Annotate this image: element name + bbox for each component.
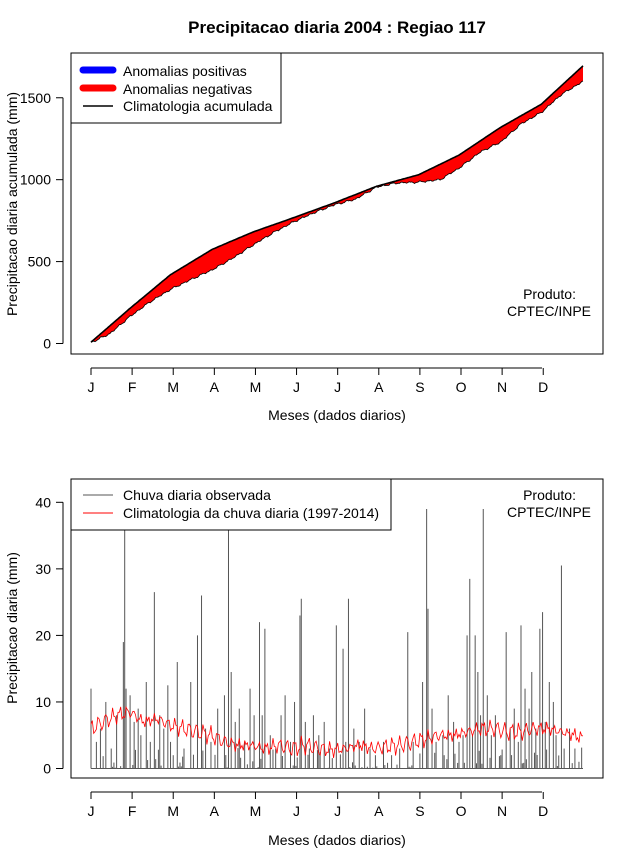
accumulated-y-axis: 0 500 1000 1500	[20, 90, 64, 352]
product-source: CPTEC/INPE	[507, 303, 591, 319]
x-tick-label: D	[538, 803, 548, 819]
x-tick-label: M	[250, 379, 262, 395]
accumulated-legend: Anomalias positivas Anomalias negativas …	[70, 52, 282, 124]
x-tick-label: M	[167, 379, 179, 395]
daily-x-axis-label: Meses (dados diarios)	[268, 832, 406, 848]
accumulated-y-axis-label: Precipitacao diaria acumulada (mm)	[4, 92, 20, 316]
daily-chart: 0 10 20 30 40 J F M A M J J A S O N D Meses (dados diar…	[4, 478, 604, 848]
y-tick-label: 0	[43, 761, 51, 777]
legend-label-climatology: Climatologia acumulada	[123, 98, 273, 114]
x-tick-label: S	[415, 803, 424, 819]
climatology-daily-line	[90, 705, 584, 758]
x-tick-label: O	[456, 379, 467, 395]
x-tick-label: A	[374, 379, 384, 395]
x-tick-label: J	[334, 803, 341, 819]
y-tick-label: 500	[28, 254, 52, 270]
x-tick-label: A	[210, 379, 220, 395]
daily-y-axis: 0 10 20 30 40	[35, 494, 64, 777]
daily-legend: Chuva diaria observada Climatologia da c…	[70, 478, 392, 531]
accumulated-chart: 0 500 1000 1500 J F M A M J J A S O N D Meses (dados d…	[4, 52, 604, 423]
climatology-accumulated-line	[90, 65, 584, 343]
y-tick-label: 10	[35, 694, 51, 710]
y-tick-label: 1000	[20, 172, 51, 188]
legend-label-clim-daily: Climatologia da chuva diaria (1997-2014)	[123, 505, 379, 521]
x-tick-label: J	[293, 379, 300, 395]
accumulated-lines	[90, 65, 584, 343]
legend-label-positive: Anomalias positivas	[123, 63, 247, 79]
x-tick-label: J	[88, 379, 95, 395]
daily-observed-bars	[90, 508, 583, 769]
x-tick-label: A	[374, 803, 384, 819]
x-tick-label: J	[88, 803, 95, 819]
x-tick-label: J	[334, 379, 341, 395]
accumulated-x-axis-label: Meses (dados diarios)	[268, 407, 406, 423]
accumulated-plot-frame	[70, 52, 604, 355]
product-label: Produto:	[523, 487, 576, 503]
product-label: Produto:	[523, 286, 576, 302]
legend-label-observed: Chuva diaria observada	[123, 487, 271, 503]
y-tick-label: 20	[35, 627, 51, 643]
product-source: CPTEC/INPE	[507, 504, 591, 520]
x-tick-label: O	[456, 803, 467, 819]
x-tick-label: S	[415, 379, 424, 395]
x-tick-label: M	[167, 803, 179, 819]
x-tick-label: A	[210, 803, 220, 819]
chart-title: Precipitacao diaria 2004 : Regiao 117	[188, 18, 486, 37]
x-tick-label: M	[250, 803, 262, 819]
x-tick-label: F	[128, 803, 137, 819]
y-tick-label: 0	[43, 336, 51, 352]
legend-box	[70, 478, 392, 531]
daily-lines	[90, 705, 584, 758]
y-tick-label: 1500	[20, 90, 51, 106]
x-tick-label: F	[128, 379, 137, 395]
observed-accumulated-line	[90, 80, 584, 343]
legend-label-negative: Anomalias negativas	[123, 81, 252, 97]
daily-y-axis-label: Precipitacao diaria (mm)	[4, 552, 20, 704]
x-tick-label: N	[497, 379, 507, 395]
x-tick-label: N	[497, 803, 507, 819]
y-tick-label: 30	[35, 561, 51, 577]
x-tick-label: J	[293, 803, 300, 819]
y-tick-label: 40	[35, 494, 51, 510]
x-tick-label: D	[538, 379, 548, 395]
